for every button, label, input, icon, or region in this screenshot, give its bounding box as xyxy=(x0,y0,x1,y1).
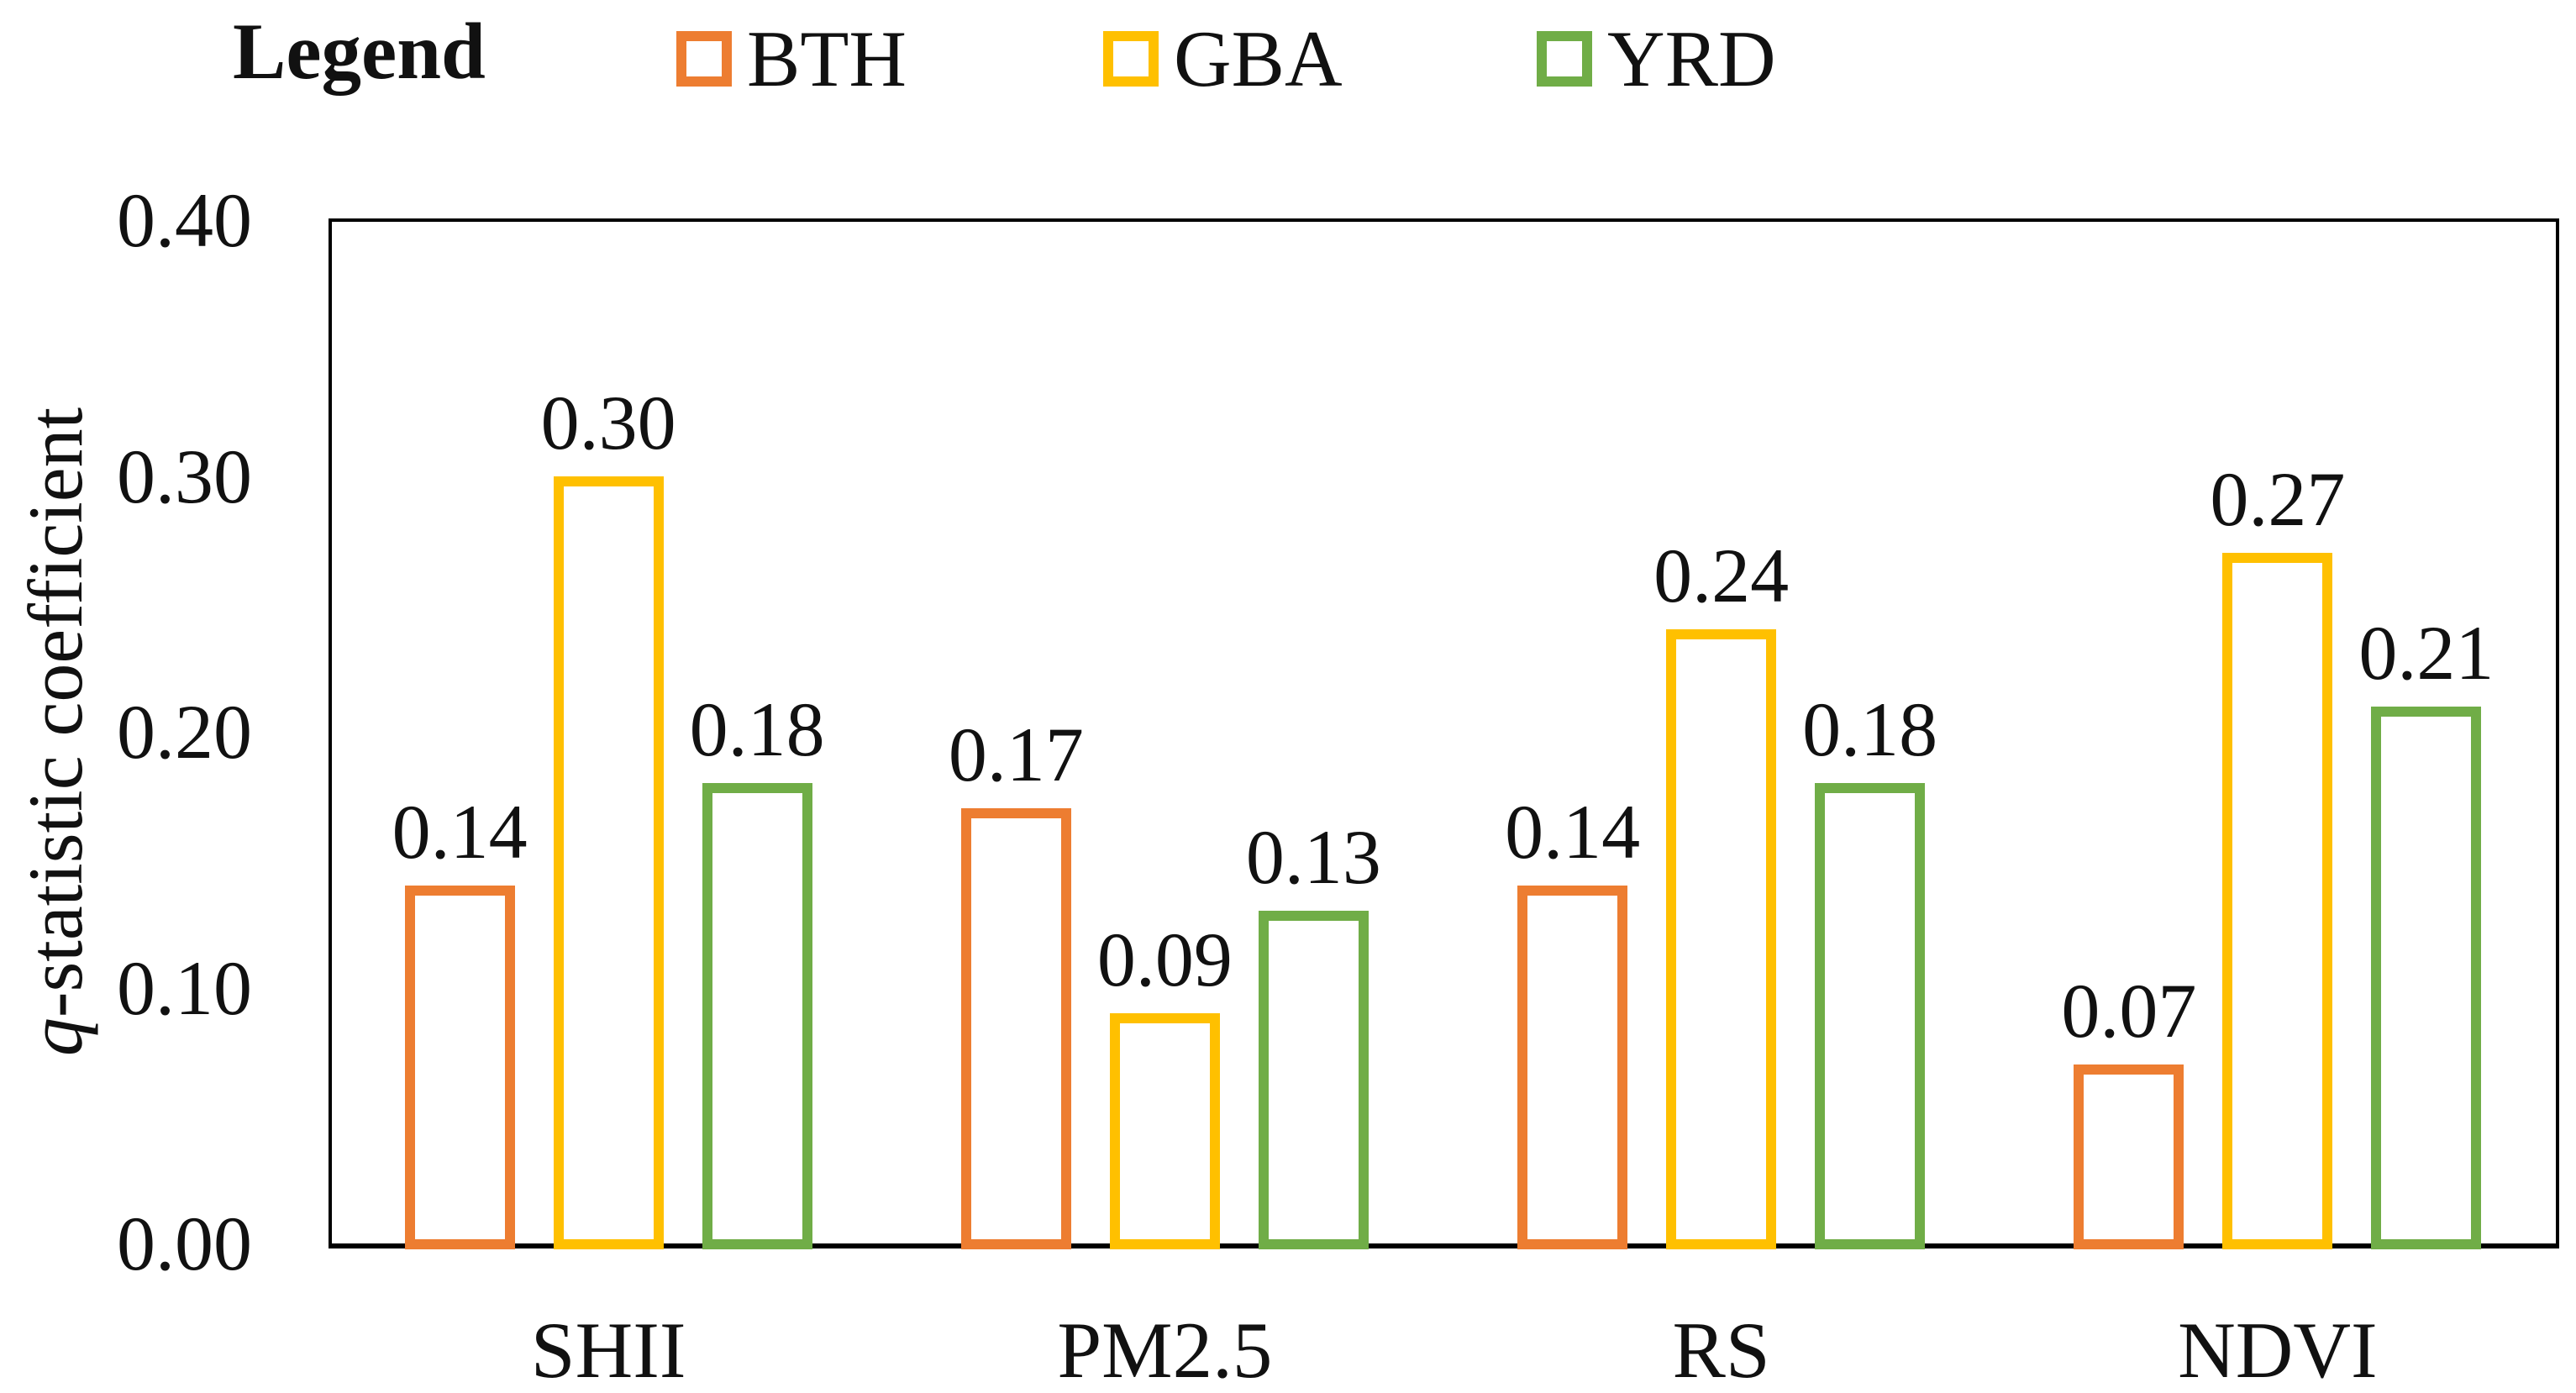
plot-area-frame xyxy=(329,218,2559,1248)
plot-area: 0.14 0.30 0.18 0.17 0.09 0.13 0.14 0.24 0.18 0.07… xyxy=(330,220,2556,1249)
value-label-yrd-ndvi: 0.21 xyxy=(2358,609,2495,696)
bar-yrd-rs xyxy=(1815,782,1926,1249)
value-label-yrd-rs: 0.18 xyxy=(1802,686,1938,772)
bar-gba-rs xyxy=(1666,629,1777,1249)
x-category-label-pm25: PM2.5 xyxy=(1057,1306,1273,1393)
y-tick-label: 0.40 xyxy=(117,177,252,263)
bar-yrd-ndvi xyxy=(2371,706,2482,1249)
bar-yrd-pm25 xyxy=(1258,911,1369,1249)
bar-gba-pm25 xyxy=(1109,1012,1220,1249)
x-category-label-rs: RS xyxy=(1672,1306,1770,1393)
bar-bth-pm25 xyxy=(960,808,1071,1249)
legend-swatch-bth-icon xyxy=(676,31,732,87)
bar-bth-shii xyxy=(404,885,515,1249)
legend-item-bth: BTH xyxy=(676,17,907,101)
value-label-gba-rs: 0.24 xyxy=(1653,533,1790,619)
value-label-bth-rs: 0.14 xyxy=(1505,788,1641,875)
legend-swatch-gba-icon xyxy=(1103,31,1159,87)
y-tick-label: 0.30 xyxy=(117,433,252,519)
y-tick-label: 0.00 xyxy=(117,1201,252,1286)
legend-item-yrd: YRD xyxy=(1537,17,1776,101)
legend-label: YRD xyxy=(1607,14,1776,103)
value-label-gba-pm25: 0.09 xyxy=(1096,916,1233,1002)
legend-swatch-yrd-icon xyxy=(1537,31,1592,87)
legend-label: GBA xyxy=(1174,14,1343,103)
value-label-gba-shii: 0.30 xyxy=(540,379,676,465)
bar-gba-ndvi xyxy=(2222,552,2333,1249)
x-category-label-shii: SHII xyxy=(530,1306,686,1393)
value-label-bth-shii: 0.14 xyxy=(392,788,528,875)
value-label-bth-ndvi: 0.07 xyxy=(2061,967,2197,1054)
value-label-gba-ndvi: 0.27 xyxy=(2210,455,2346,542)
y-tick-label: 0.10 xyxy=(117,944,252,1031)
legend-title: Legend xyxy=(233,7,486,96)
x-category-label-ndvi: NDVI xyxy=(2178,1306,2378,1393)
legend-label: BTH xyxy=(747,14,907,103)
bar-bth-ndvi xyxy=(2074,1064,2184,1249)
legend-item-gba: GBA xyxy=(1103,17,1343,101)
bar-bth-rs xyxy=(1517,885,1628,1249)
bar-yrd-shii xyxy=(702,782,812,1249)
value-label-bth-pm25: 0.17 xyxy=(948,712,1084,798)
value-label-yrd-shii: 0.18 xyxy=(689,686,825,772)
bar-gba-shii xyxy=(553,476,664,1249)
y-tick-label: 0.20 xyxy=(117,689,252,775)
value-label-yrd-pm25: 0.13 xyxy=(1245,814,1381,901)
